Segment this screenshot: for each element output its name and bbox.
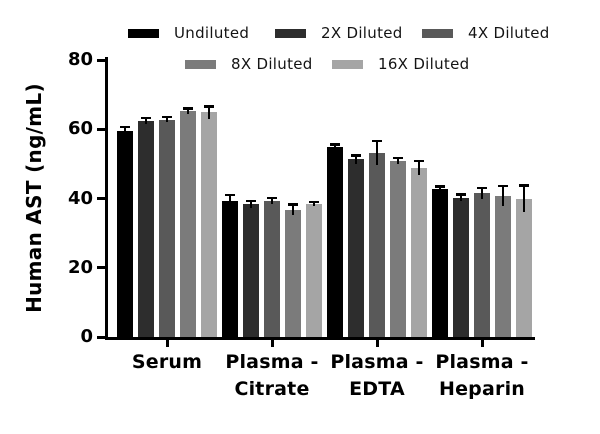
error-bar-cap xyxy=(267,196,277,200)
legend-label: 8X Diluted xyxy=(231,55,313,73)
x-axis-category-label: Plasma - Heparin xyxy=(435,351,529,400)
error-bar xyxy=(270,197,274,205)
bar-plasma-edta-undiluted xyxy=(327,146,343,337)
error-bar-cap xyxy=(372,139,382,143)
error-bar xyxy=(207,106,211,119)
y-axis-tick-label: 80 xyxy=(67,49,93,70)
x-axis-category-label: Serum xyxy=(131,351,203,373)
legend-item-8x-diluted: 8X Diluted xyxy=(185,55,313,73)
x-axis-tick xyxy=(375,340,379,347)
y-axis-tick xyxy=(97,335,105,339)
y-axis-tick-label: 60 xyxy=(67,118,93,140)
error-bar-cap xyxy=(225,193,235,197)
legend-label: 16X Diluted xyxy=(378,55,470,73)
legend-label: Undiluted xyxy=(174,24,250,42)
error-bar-cap xyxy=(477,186,487,190)
y-axis-tick xyxy=(97,266,105,270)
y-axis-tick xyxy=(97,127,105,131)
x-axis-tick xyxy=(165,340,169,347)
error-bar xyxy=(312,201,316,207)
bar-plasma-edta-2x-diluted xyxy=(348,159,364,337)
bar-plasma-edta-16x-diluted xyxy=(411,167,427,337)
y-axis-tick-label: 20 xyxy=(67,256,93,278)
error-bar-cap xyxy=(309,200,319,204)
error-bar-cap xyxy=(120,125,130,129)
legend-color-swatch xyxy=(128,28,159,38)
error-bar xyxy=(123,126,127,136)
y-axis-tick xyxy=(97,197,105,200)
bar-plasma-heparin-undiluted xyxy=(432,189,448,337)
error-bar-cap xyxy=(519,184,529,187)
error-bar xyxy=(144,117,148,125)
error-bar-cap xyxy=(456,193,466,196)
bar-plasma-citrate-2x-diluted xyxy=(243,204,259,337)
x-axis-tick xyxy=(270,340,274,347)
error-bar-cap xyxy=(183,107,193,110)
legend-item-4x-diluted: 4X Diluted xyxy=(422,24,550,42)
legend-color-swatch xyxy=(332,59,363,69)
error-bar-cap xyxy=(435,185,445,188)
bar-plasma-heparin-4x-diluted xyxy=(474,193,490,337)
error-bar-cap xyxy=(498,184,508,188)
x-axis-category-label: Plasma - EDTA xyxy=(330,351,424,400)
y-axis-line xyxy=(105,57,108,340)
bar-serum-4x-diluted xyxy=(159,119,175,337)
legend-label: 2X Diluted xyxy=(321,24,403,42)
error-bar xyxy=(501,185,505,207)
error-bar-cap xyxy=(162,115,172,119)
error-bar xyxy=(354,155,358,164)
error-bar xyxy=(459,194,463,202)
bar-plasma-citrate-16x-diluted xyxy=(306,204,322,337)
legend-label: 4X Diluted xyxy=(468,24,550,42)
legend-item-16x-diluted: 16X Diluted xyxy=(332,55,469,73)
y-axis-tick-label: 0 xyxy=(80,326,93,347)
bar-serum-2x-diluted xyxy=(138,120,154,337)
legend-color-swatch xyxy=(275,28,306,38)
bar-serum-16x-diluted xyxy=(201,112,217,337)
bar-plasma-citrate-undiluted xyxy=(222,200,238,337)
error-bar xyxy=(375,140,379,165)
bar-plasma-edta-4x-diluted xyxy=(369,152,385,337)
error-bar-cap xyxy=(351,154,361,157)
error-bar-cap xyxy=(141,116,151,120)
error-bar-cap xyxy=(246,199,256,203)
error-bar xyxy=(291,204,295,216)
legend-item-2x-diluted: 2X Diluted xyxy=(275,24,403,42)
legend-item-undiluted: Undiluted xyxy=(128,24,249,42)
error-bar-cap xyxy=(393,156,403,160)
legend-color-swatch xyxy=(422,28,453,38)
bar-serum-undiluted xyxy=(117,131,133,337)
error-bar xyxy=(228,194,232,208)
bar-serum-8x-diluted xyxy=(180,111,196,337)
x-axis-tick xyxy=(480,340,484,347)
bar-plasma-heparin-2x-diluted xyxy=(453,197,469,337)
error-bar-cap xyxy=(330,143,340,146)
bar-plasma-heparin-8x-diluted xyxy=(495,196,511,337)
error-bar-cap xyxy=(204,105,214,108)
bar-plasma-citrate-4x-diluted xyxy=(264,200,280,337)
error-bar xyxy=(249,200,253,208)
error-bar-cap xyxy=(414,159,424,163)
error-bar xyxy=(417,160,421,175)
y-axis-tick xyxy=(97,58,105,62)
plot-area: 0 20 40 60 80 xyxy=(68,49,535,347)
error-bar xyxy=(333,144,337,150)
error-bar xyxy=(165,116,169,123)
x-axis-category-labels: Serum Plasma - Citrate Plasma - EDTA Plasma… xyxy=(105,349,535,413)
error-bar xyxy=(396,157,400,164)
error-bar xyxy=(522,185,526,212)
error-bar xyxy=(480,187,484,199)
x-axis-category-label: Plasma - Citrate xyxy=(225,351,319,400)
y-axis-tick-label: 40 xyxy=(67,187,93,209)
bar-plasma-heparin-16x-diluted xyxy=(516,198,532,337)
bar-plasma-edta-8x-diluted xyxy=(390,160,406,337)
legend: Undiluted 2X Diluted 4X Diluted 8X Diluted 1… xyxy=(0,0,600,80)
bar-plasma-citrate-8x-diluted xyxy=(285,209,301,337)
x-axis-line xyxy=(105,337,535,340)
error-bar xyxy=(186,108,190,115)
error-bar-cap xyxy=(288,203,298,206)
error-bar xyxy=(438,186,442,192)
legend-color-swatch xyxy=(185,59,216,69)
